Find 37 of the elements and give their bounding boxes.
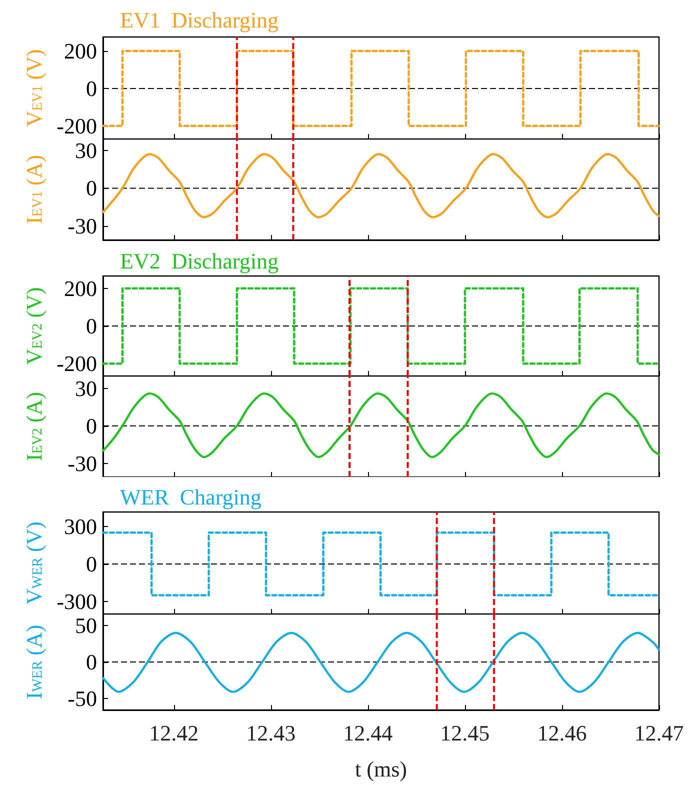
x-tick-label: 12.43 [246,720,296,746]
line-series [102,153,660,218]
y-tick-label: -300 [56,588,97,614]
x-tick-label: 12.46 [537,720,587,746]
y-tick-label: 0 [86,650,97,674]
y-tick-label: 30 [75,376,97,401]
chart-title: EV2 Discharging [120,248,278,274]
chart-title: EV1 Discharging [120,8,278,32]
x-tick-label: 12.42 [149,720,199,746]
y-axis-title: VEV1 (V) [22,49,46,127]
y-tick-label: 200 [64,276,97,301]
chart-title: WER Charging [120,484,262,510]
y-tick-label: 0 [86,76,97,101]
y-axis-title: VEV2 (V) [22,287,46,365]
y-axis-title: IWER (A) [22,624,46,700]
y-tick-label: -30 [68,214,97,239]
x-tick-label: 12.44 [343,720,393,746]
y-axis-title: IEV2 (A) [22,392,46,462]
y-axis-title: IEV1 (A) [22,154,46,224]
y-tick-label: 0 [86,176,97,201]
y-tick-label: -200 [56,113,97,138]
line-series [102,392,660,458]
y-tick-label: 300 [64,514,97,539]
x-tick-label: 12.45 [440,720,490,746]
y-tick-label: -200 [56,351,97,376]
y-tick-label: -30 [68,450,97,476]
y-tick-label: 50 [75,613,97,638]
y-tick-label: 0 [86,314,97,338]
x-axis-title: t (ms) [355,756,407,782]
y-tick-label: 30 [75,138,97,163]
line-series [102,632,660,693]
y-axis-title: VWER (V) [22,521,46,605]
y-tick-label: 0 [86,413,97,438]
y-tick-label: 200 [64,38,97,64]
y-tick-label: 0 [86,551,97,576]
y-tick-label: -50 [68,686,97,711]
x-tick-label: 12.47 [634,720,684,746]
